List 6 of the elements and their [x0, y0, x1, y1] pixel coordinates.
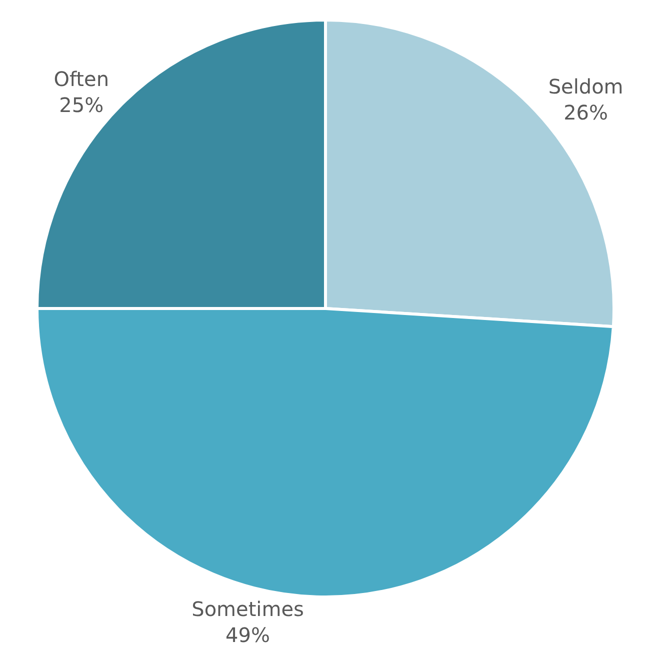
slice-label: Often	[54, 67, 109, 91]
slice-label: Sometimes	[192, 596, 304, 621]
data-label: 25%	[59, 93, 104, 117]
data-label: 26%	[564, 100, 608, 124]
data-label: 49%	[226, 622, 270, 647]
slice-label: Seldom	[548, 74, 624, 98]
